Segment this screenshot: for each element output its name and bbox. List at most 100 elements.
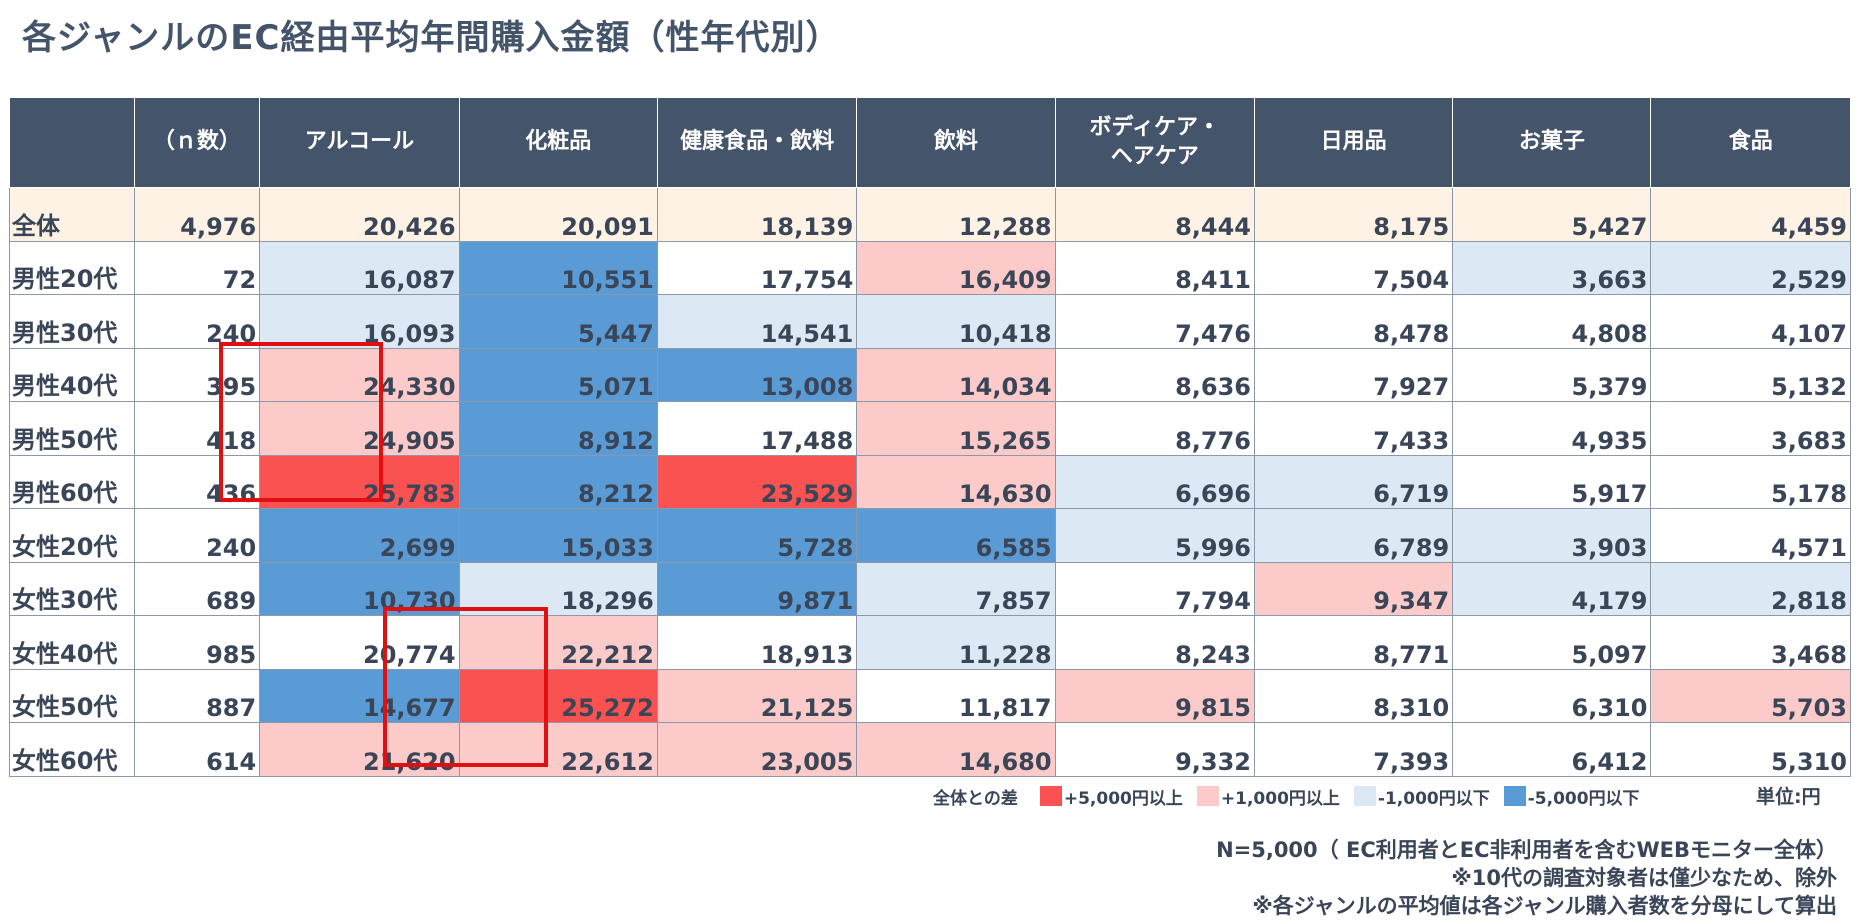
table-row: 女性20代 240 2,699 15,033 5,728 6,585 5,996 6,789 3… [9, 508, 1851, 563]
legend-swatch-minus1 [1353, 786, 1376, 806]
n-cell: 4,976 [133, 187, 261, 242]
row-label: 男性30代 [9, 294, 135, 349]
header-genre-2: 化粧品 [458, 97, 658, 188]
value-cell: 18,296 [458, 561, 658, 616]
value-cell: 9,347 [1253, 561, 1454, 616]
value-cell: 21,125 [656, 668, 858, 723]
value-cell: 25,783 [259, 454, 460, 509]
value-cell: 7,504 [1253, 240, 1454, 295]
footnote-average: ※各ジャンルの平均値は各ジャンル購入者数を分母にして算出 [1252, 894, 1837, 918]
legend-swatch-minus5 [1503, 786, 1526, 806]
table-row: 男性40代 395 24,330 5,071 13,008 14,034 8,636 7,92… [9, 347, 1851, 402]
value-cell: 8,243 [1054, 615, 1255, 670]
table-row: 女性60代 614 21,620 22,612 23,005 14,680 9,332 7,3… [9, 722, 1851, 777]
legend-text-minus1: -1,000円以下 [1377, 788, 1490, 809]
table-row: 女性40代 985 20,774 22,212 18,913 11,228 8,243 8,7… [9, 615, 1851, 670]
row-label: 女性20代 [9, 508, 135, 563]
header-genre-4: 飲料 [856, 97, 1056, 188]
table-row: 男性20代 72 16,087 10,551 17,754 16,409 8,411 7,50… [9, 240, 1851, 295]
n-cell: 240 [133, 294, 261, 349]
n-cell: 689 [133, 561, 261, 616]
n-cell: 240 [133, 508, 261, 563]
value-cell: 14,034 [856, 347, 1056, 402]
value-cell: 5,427 [1452, 187, 1652, 242]
value-cell: 8,771 [1253, 615, 1454, 670]
value-cell: 5,379 [1452, 347, 1652, 402]
value-cell: 2,529 [1650, 240, 1851, 295]
value-cell: 8,776 [1054, 401, 1255, 456]
value-cell: 23,005 [656, 722, 858, 777]
row-label: 男性20代 [9, 240, 135, 295]
value-cell: 4,179 [1452, 561, 1652, 616]
value-cell: 10,418 [856, 294, 1056, 349]
value-cell: 6,719 [1253, 454, 1454, 509]
value-cell: 4,808 [1452, 294, 1652, 349]
value-cell: 4,107 [1650, 294, 1851, 349]
value-cell: 9,871 [656, 561, 858, 616]
value-cell: 7,794 [1054, 561, 1255, 616]
value-cell: 7,433 [1253, 401, 1454, 456]
value-cell: 5,310 [1650, 722, 1851, 777]
value-cell: 2,818 [1650, 561, 1851, 616]
n-cell: 614 [133, 722, 261, 777]
value-cell: 14,680 [856, 722, 1056, 777]
value-cell: 16,087 [259, 240, 460, 295]
legend: 全体との差 +5,000円以上 +1,000円以上 -1,000円以下 -5,0… [933, 783, 1654, 809]
table-row: 女性30代 689 10,730 18,296 9,871 7,857 7,794 9,347… [9, 561, 1851, 616]
value-cell: 25,272 [458, 668, 658, 723]
value-cell: 6,789 [1253, 508, 1454, 563]
table-row-total: 全体 4,976 20,426 20,091 18,139 12,288 8,444 8,17… [9, 187, 1851, 242]
value-cell: 8,912 [458, 401, 658, 456]
value-cell: 9,332 [1054, 722, 1255, 777]
header-genre-1: アルコール [259, 97, 460, 188]
value-cell: 14,630 [856, 454, 1056, 509]
n-cell: 985 [133, 615, 261, 670]
n-cell: 395 [133, 347, 261, 402]
page-title: 各ジャンルのEC経由平均年間購入金額（性年代別） [22, 18, 841, 58]
value-cell: 17,754 [656, 240, 858, 295]
value-cell: 11,817 [856, 668, 1056, 723]
table-row: 女性50代 887 14,677 25,272 21,125 11,817 9,815 8,3… [9, 668, 1851, 723]
value-cell: 24,330 [259, 347, 460, 402]
value-cell: 17,488 [656, 401, 858, 456]
value-cell: 8,310 [1253, 668, 1454, 723]
value-cell: 20,426 [259, 187, 460, 242]
value-cell: 8,411 [1054, 240, 1255, 295]
row-label: 男性60代 [9, 454, 135, 509]
value-cell: 10,730 [259, 561, 460, 616]
value-cell: 7,927 [1253, 347, 1454, 402]
value-cell: 11,228 [856, 615, 1056, 670]
n-cell: 418 [133, 401, 261, 456]
legend-swatch-plus1 [1196, 786, 1219, 806]
row-label: 女性60代 [9, 722, 135, 777]
value-cell: 5,917 [1452, 454, 1652, 509]
table-row: 男性30代 240 16,093 5,447 14,541 10,418 7,476 8,47… [9, 294, 1851, 349]
footnote-teens: ※10代の調査対象者は僅少なため、除外 [1451, 866, 1837, 890]
value-cell: 13,008 [656, 347, 858, 402]
value-cell: 10,551 [458, 240, 658, 295]
value-cell: 20,091 [458, 187, 658, 242]
header-row: （ｎ数） アルコール 化粧品 健康食品・飲料 飲料 ボディケア・ ヘアケア 日用品 お菓子 食品 [9, 97, 1851, 188]
value-cell: 5,728 [656, 508, 858, 563]
value-cell: 16,093 [259, 294, 460, 349]
value-cell: 8,212 [458, 454, 658, 509]
value-cell: 7,857 [856, 561, 1056, 616]
value-cell: 15,033 [458, 508, 658, 563]
value-cell: 3,663 [1452, 240, 1652, 295]
value-cell: 5,097 [1452, 615, 1652, 670]
value-cell: 5,178 [1650, 454, 1851, 509]
value-cell: 9,815 [1054, 668, 1255, 723]
header-genre-3: 健康食品・飲料 [656, 97, 858, 188]
table-row: 男性60代 436 25,783 8,212 23,529 14,630 6,696 6,71… [9, 454, 1851, 509]
value-cell: 8,444 [1054, 187, 1255, 242]
value-cell: 12,288 [856, 187, 1056, 242]
row-label: 男性40代 [9, 347, 135, 402]
header-genre-7: お菓子 [1452, 97, 1652, 188]
n-cell: 436 [133, 454, 261, 509]
value-cell: 4,935 [1452, 401, 1652, 456]
unit-label: 単位:円 [1756, 786, 1821, 808]
value-cell: 6,585 [856, 508, 1056, 563]
value-cell: 23,529 [656, 454, 858, 509]
data-table: （ｎ数） アルコール 化粧品 健康食品・飲料 飲料 ボディケア・ ヘアケア 日用品 お菓子 食品 … [9, 97, 1851, 777]
value-cell: 5,071 [458, 347, 658, 402]
